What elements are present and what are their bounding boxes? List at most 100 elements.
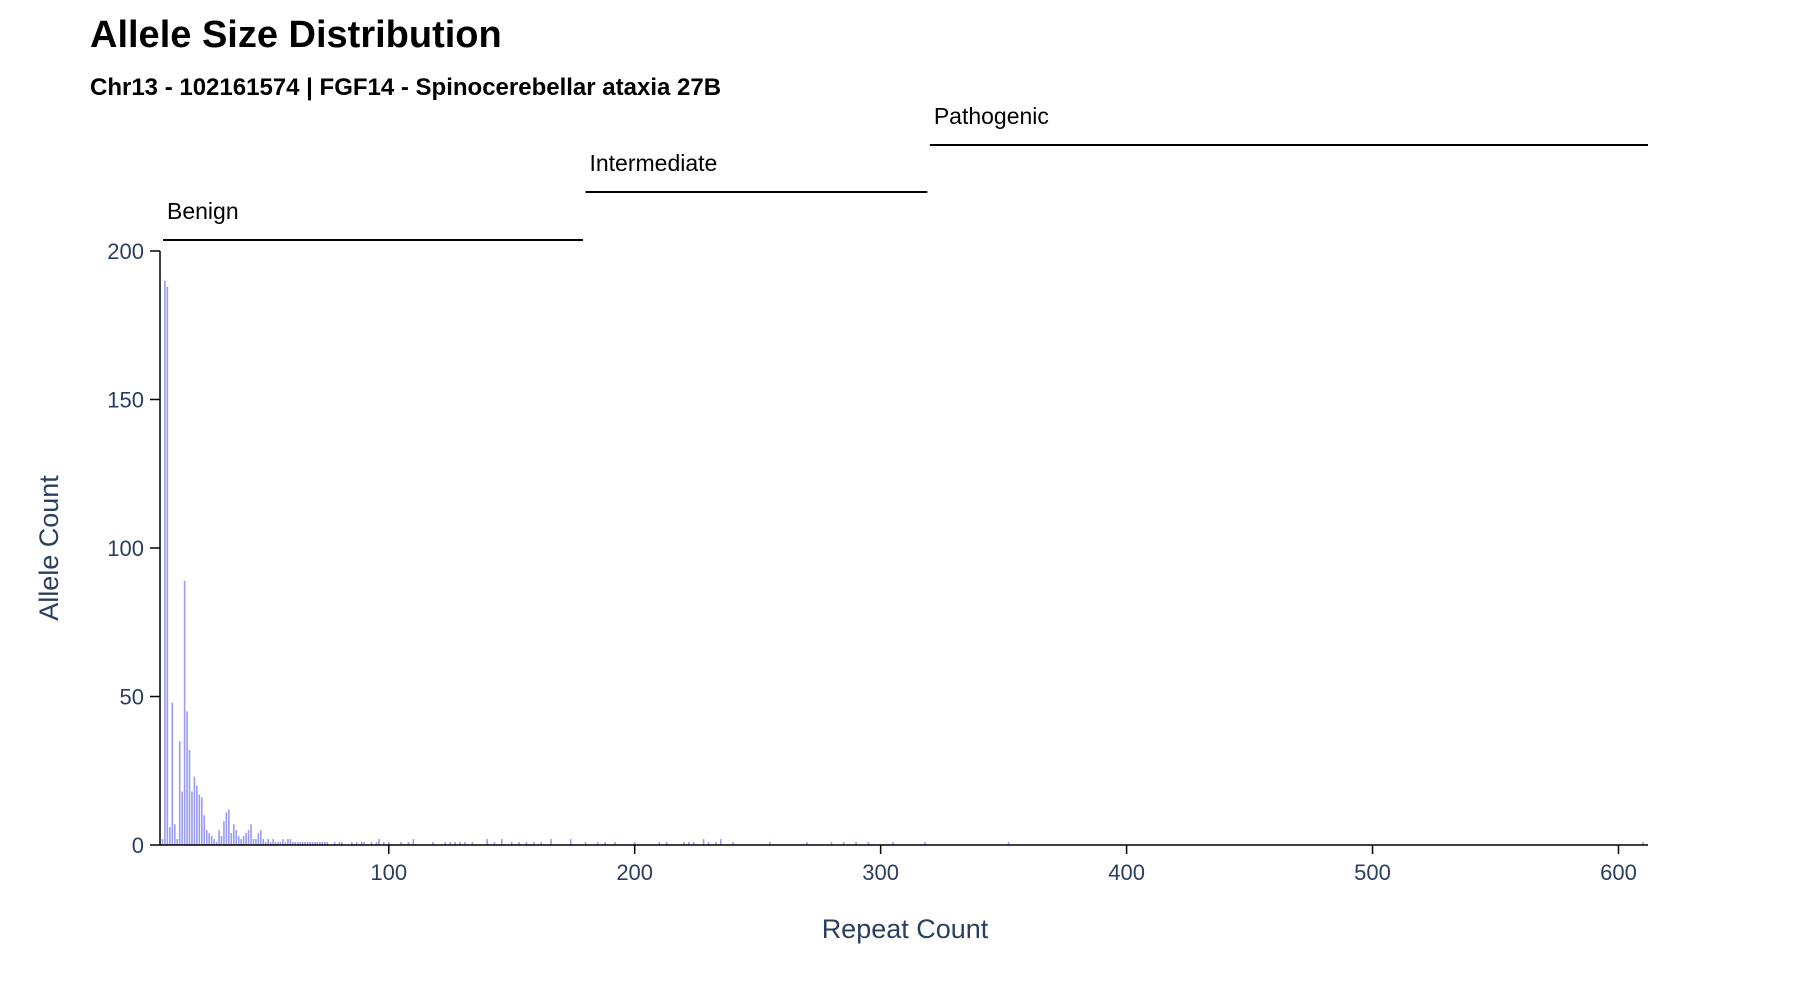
bar: [326, 842, 329, 845]
bar: [715, 842, 717, 845]
bar: [260, 830, 262, 845]
bar: [240, 839, 242, 845]
bar: [319, 842, 321, 845]
bar: [533, 842, 535, 845]
bar: [213, 839, 215, 845]
bar: [255, 839, 257, 845]
bar: [525, 842, 528, 845]
bar: [363, 842, 365, 845]
bar: [237, 836, 240, 845]
bar: [493, 842, 496, 845]
bar: [274, 842, 277, 845]
bar: [311, 842, 314, 845]
bar: [432, 842, 434, 845]
bar: [284, 842, 287, 845]
x-tick-label: 100: [370, 860, 407, 885]
bar: [924, 842, 926, 845]
bar: [633, 842, 636, 845]
bar: [830, 842, 833, 845]
bar: [333, 842, 336, 845]
bar: [732, 842, 734, 845]
bar: [296, 842, 299, 845]
bar: [687, 842, 690, 845]
bar: [294, 842, 297, 845]
bar: [188, 749, 191, 845]
bar: [692, 842, 695, 845]
bar: [176, 839, 179, 845]
bar: [892, 842, 894, 845]
bar: [444, 842, 447, 845]
bar: [569, 839, 572, 845]
bar: [223, 821, 225, 845]
bar: [235, 830, 238, 845]
bar: [486, 839, 488, 845]
bar: [247, 830, 250, 845]
bar: [277, 842, 279, 845]
bars-group: [161, 280, 1644, 845]
bar: [806, 842, 808, 845]
bar: [301, 842, 304, 845]
y-tick-label: 200: [107, 239, 144, 264]
bar: [272, 839, 274, 845]
bar: [230, 833, 233, 845]
bar: [412, 839, 415, 845]
bar: [338, 842, 341, 845]
bar: [173, 824, 176, 845]
region-label: Pathogenic: [934, 103, 1049, 129]
bar: [407, 842, 410, 845]
bar: [198, 794, 201, 845]
bar: [387, 842, 390, 845]
bar: [287, 839, 289, 845]
bar: [203, 815, 206, 845]
x-tick-label: 500: [1354, 860, 1391, 885]
bar: [186, 711, 188, 845]
bar: [262, 839, 265, 845]
bar: [279, 842, 282, 845]
bar: [316, 842, 319, 845]
region-label: Benign: [167, 198, 239, 224]
bar: [383, 842, 385, 845]
region-annotations: Benign Intermediate Pathogenic: [163, 103, 1648, 241]
x-tick-label: 400: [1108, 860, 1145, 885]
bar: [191, 791, 193, 845]
x-tick-label: 600: [1600, 860, 1637, 885]
bar: [201, 797, 203, 845]
bar: [375, 842, 378, 845]
bar: [196, 785, 198, 845]
bar: [719, 839, 722, 845]
bar: [245, 833, 247, 845]
bar: [166, 286, 169, 845]
bar: [510, 842, 513, 845]
bar: [264, 842, 267, 845]
bar: [596, 842, 599, 845]
bar: [867, 842, 870, 845]
y-axis-title: Allele Count: [34, 475, 64, 621]
bar: [299, 842, 301, 845]
bar: [540, 842, 543, 845]
bar: [614, 842, 616, 845]
x-axis-title: Repeat Count: [822, 914, 989, 944]
bar: [164, 280, 166, 845]
x-tick-label: 200: [616, 860, 653, 885]
y-tick-label: 50: [120, 685, 144, 710]
bar: [323, 842, 326, 845]
bar: [550, 839, 552, 845]
region-label: Intermediate: [589, 150, 717, 176]
bar: [1007, 842, 1010, 845]
bar: [178, 741, 181, 845]
bar: [225, 812, 228, 845]
bar: [604, 842, 606, 845]
chart-title: Allele Size Distribution: [90, 14, 502, 56]
bar: [309, 842, 311, 845]
bar: [1642, 842, 1644, 845]
bar: [228, 809, 230, 845]
bar: [314, 842, 316, 845]
bar: [220, 836, 223, 845]
x-axis: 100 200 300 400 500 600: [160, 844, 1648, 885]
bar: [378, 839, 380, 845]
bar: [400, 842, 402, 845]
x-tick-label: 300: [862, 860, 899, 885]
bar: [215, 842, 218, 845]
bar: [171, 702, 174, 845]
bar: [464, 842, 466, 845]
